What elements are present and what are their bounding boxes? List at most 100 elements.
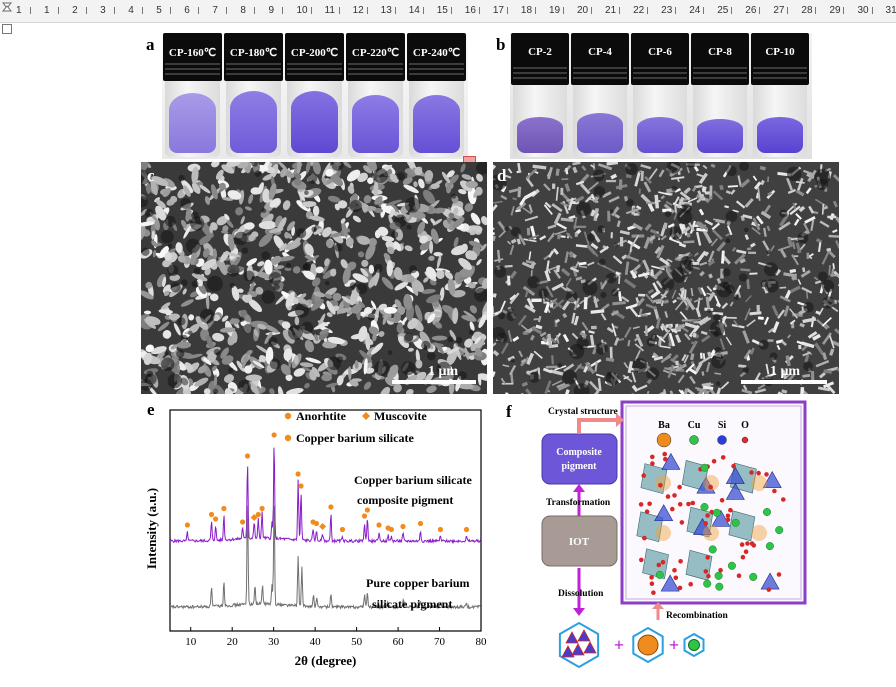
panel-a-vials-photo: CP-160℃ CP-180℃ CP-200℃ CP-220℃ CP-240℃ xyxy=(162,33,468,159)
cap-rib xyxy=(633,67,687,69)
ruler-number: 15 xyxy=(436,5,448,16)
composite-box-label-line1: Composite xyxy=(556,447,602,458)
vial-label: CP-2 xyxy=(528,46,552,58)
vial-label: CP-6 xyxy=(648,46,672,58)
ruler-number: 26 xyxy=(745,5,757,16)
plot-frame xyxy=(169,409,482,632)
pigment-powder xyxy=(697,119,743,153)
vial-cap: CP-2 xyxy=(511,33,569,85)
cap-rib xyxy=(165,68,220,70)
peak-marker-circle xyxy=(376,522,382,528)
legend-muscovite-marker xyxy=(362,412,370,420)
vial-glass xyxy=(165,81,220,157)
vial-cap: CP-10 xyxy=(751,33,809,85)
peak-marker-circle xyxy=(244,453,251,459)
dissolved-tetrahedron xyxy=(561,645,575,658)
peak-marker-circle xyxy=(417,520,424,527)
cap-rib xyxy=(573,67,627,69)
peak-marker-circle xyxy=(364,507,370,513)
recombination-arrowhead xyxy=(652,602,664,609)
panel-c-scale-label: 1 μm xyxy=(427,364,459,379)
legend-cbs-marker xyxy=(284,434,292,442)
panel-d-sem-image: d 1 μm xyxy=(493,162,839,394)
vial: CP-6 xyxy=(631,33,689,159)
vial-cap: CP-8 xyxy=(691,33,749,85)
vial-cap: CP-220℃ xyxy=(346,33,405,81)
ruler-number: 31 xyxy=(885,5,896,16)
cap-rib xyxy=(165,73,220,75)
cap-rib xyxy=(287,68,342,70)
atom-legend-sphere xyxy=(689,435,699,445)
x-axis-title: 2θ (degree) xyxy=(295,653,357,668)
panel-d-scale-bar xyxy=(741,380,827,384)
cap-rib xyxy=(753,72,807,74)
peak-marker-circle xyxy=(184,522,190,528)
cap-rib xyxy=(573,77,627,79)
vial-label: CP-4 xyxy=(588,46,612,58)
dissolved-tetrahedron xyxy=(583,641,597,654)
transformation-arrowhead xyxy=(573,484,585,492)
peak-marker-circle xyxy=(255,511,261,518)
vial-glass xyxy=(348,81,403,157)
first-line-indent-marker[interactable] xyxy=(2,2,12,12)
vial-label: CP-220℃ xyxy=(351,47,400,59)
ruler-number: 11 xyxy=(324,5,335,16)
panel-e-label: e xyxy=(147,400,155,419)
panel-c-sem-texture xyxy=(141,162,487,394)
vial-cap: CP-4 xyxy=(571,33,629,85)
vial-label: CP-240℃ xyxy=(412,47,461,59)
transformation-label: Transformation xyxy=(546,498,611,508)
ruler-tick xyxy=(534,7,536,14)
ruler-number: 30 xyxy=(857,5,869,16)
legend-anorthite: Anorhtite xyxy=(296,409,347,423)
atom-legend-label: O xyxy=(741,420,749,431)
vial-glass xyxy=(287,81,342,157)
left-indent-marker[interactable] xyxy=(2,24,12,34)
atom-legend-label: Si xyxy=(718,420,727,431)
ruler-tick xyxy=(226,7,228,14)
dissolved-tetrahedron xyxy=(565,631,579,644)
peak-marker-diamond xyxy=(250,514,258,521)
crystal-structure-inner-frame xyxy=(625,405,802,600)
dissolved-tetrahedron xyxy=(577,629,591,642)
pigment-powder xyxy=(517,117,563,153)
panel-c-label: c xyxy=(147,166,155,185)
y-axis-title: Intensity (a.u.) xyxy=(144,488,159,569)
vial: CP-180℃ xyxy=(224,33,283,159)
vial-label: CP-8 xyxy=(708,46,732,58)
cap-rib xyxy=(633,72,687,74)
ruler-tick xyxy=(142,7,144,14)
ruler-number: 29 xyxy=(829,5,841,16)
cap-rib xyxy=(513,77,567,79)
peak-marker-circle xyxy=(298,483,304,489)
pigment-powder xyxy=(413,95,460,153)
vial: CP-200℃ xyxy=(285,33,344,159)
ruler-number: 14 xyxy=(408,5,420,16)
horizontal-ruler[interactable]: 1 1 2 3 4 5 6 7 8 9 10 11 12 13 14 15 16 17 18 19 20 21 22 23 24… xyxy=(0,0,896,23)
ruler-number: 1 xyxy=(16,5,22,16)
vial-cap: CP-200℃ xyxy=(285,33,344,81)
pigment-powder xyxy=(637,117,683,153)
barium-ion xyxy=(637,634,659,656)
iot-box-label: IOT xyxy=(569,536,590,548)
ruler-number: 27 xyxy=(773,5,785,16)
x-tick-label: 20 xyxy=(227,636,239,648)
atom-legend-sphere xyxy=(741,436,749,444)
atom-legend-sphere xyxy=(717,435,727,445)
panel-c-sem-image: c 1 μm xyxy=(141,162,487,394)
panel-d-scale-label: 1 μm xyxy=(769,364,801,379)
vial: CP-4 xyxy=(571,33,629,159)
vial-label: CP-10 xyxy=(765,46,795,58)
cap-rib xyxy=(287,63,342,65)
dissolution-label: Dissolution xyxy=(558,589,604,599)
dissolved-tetrahedron xyxy=(571,643,585,656)
ruler-tick xyxy=(30,7,31,14)
ruler-tick xyxy=(422,7,424,14)
sem-grains xyxy=(493,162,839,394)
x-tick-label: 60 xyxy=(393,636,405,648)
peak-marker-circle xyxy=(437,526,443,533)
ruler-tick xyxy=(815,7,817,14)
ruler-tick xyxy=(366,7,368,14)
vial-glass xyxy=(409,81,464,157)
ruler-number: 6 xyxy=(184,5,190,16)
